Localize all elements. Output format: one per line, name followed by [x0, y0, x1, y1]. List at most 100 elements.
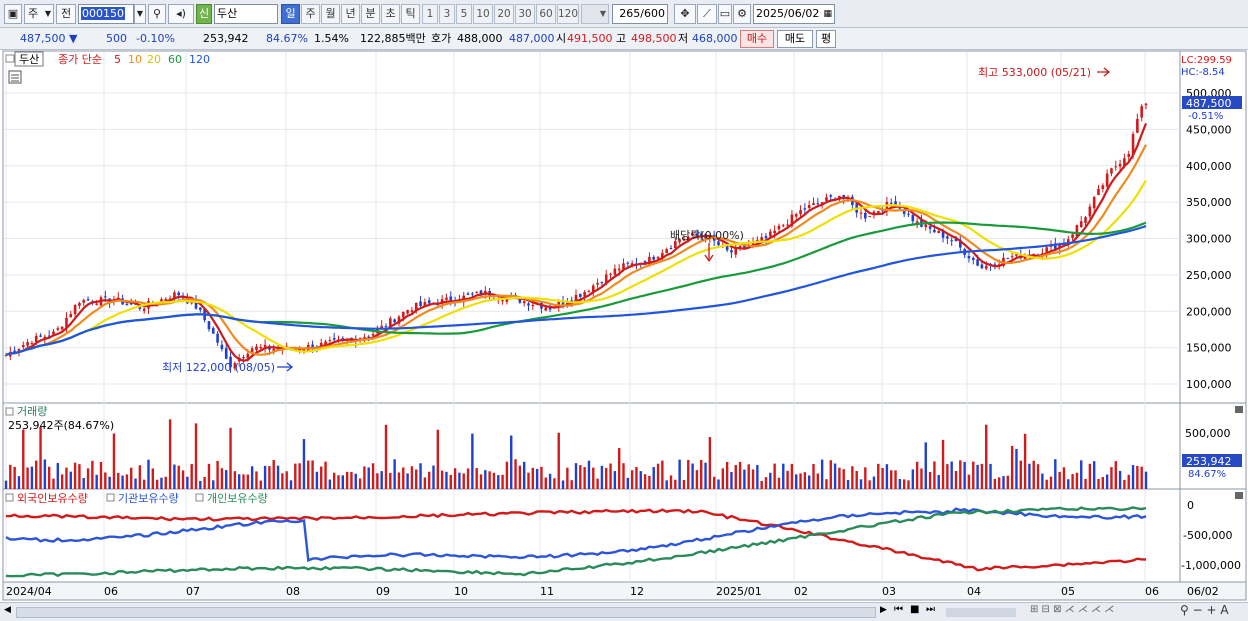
table-icon[interactable]: [8, 70, 22, 84]
window-menu-icon[interactable]: ▣: [4, 4, 22, 24]
name-tag-box: [14, 51, 44, 67]
volume-bar: [605, 467, 608, 489]
tab-week[interactable]: 주: [301, 4, 320, 24]
speaker-icon[interactable]: ◂): [168, 4, 194, 24]
volume-bar: [181, 470, 185, 489]
price-pane[interactable]: [2, 50, 1181, 404]
pane-menu-icon[interactable]: [5, 54, 15, 63]
stop-icon[interactable]: ■: [910, 604, 920, 615]
interval-30[interactable]: 30: [515, 4, 535, 24]
volume-bar: [1002, 476, 1005, 489]
buy-button[interactable]: 매수: [740, 30, 774, 48]
code-input[interactable]: 000150: [78, 4, 134, 24]
volume-last-pct: 84.67%: [1188, 469, 1226, 480]
volume-bar: [43, 459, 47, 489]
scroll-right-icon[interactable]: ▶: [880, 605, 887, 615]
candle-body: [78, 303, 81, 306]
candle-body: [440, 299, 444, 304]
search-icon[interactable]: ⚲: [148, 4, 166, 24]
crosshair-icon[interactable]: ✥: [674, 4, 696, 24]
interval-60[interactable]: 60: [536, 4, 556, 24]
volume-bar: [104, 472, 107, 489]
candle-body: [643, 261, 647, 265]
stock-chart[interactable]: 500,000 450,000 400,000 350,000 300,000 250,0…: [0, 50, 1248, 603]
pane-menu-icon[interactable]: [195, 493, 204, 502]
last-page-icon[interactable]: ⏭: [926, 604, 935, 615]
volume-bar: [458, 472, 461, 489]
volume-bar: [1080, 460, 1083, 489]
holding-lines: [5, 506, 1147, 578]
interval-custom-select[interactable]: ▼: [581, 4, 609, 24]
pane-menu-icon[interactable]: [5, 493, 14, 502]
candle-body: [363, 336, 366, 338]
candle-body: [173, 292, 176, 298]
volume-bar: [1110, 467, 1113, 489]
volume-pane[interactable]: [2, 402, 1181, 490]
tab-tick[interactable]: 틱: [401, 4, 420, 24]
tab-month[interactable]: 월: [321, 4, 340, 24]
pane-menu-icon[interactable]: [5, 407, 14, 416]
candle-body: [1136, 118, 1139, 133]
zoom-track[interactable]: [946, 608, 1016, 617]
volume-bar: [1131, 465, 1135, 489]
volume-bar: [937, 475, 940, 489]
candle-body: [246, 353, 250, 359]
search-zoom-icon[interactable]: ⚲ − + A: [1180, 603, 1229, 617]
stock-name-field[interactable]: 두산: [214, 4, 278, 24]
interval-10[interactable]: 10: [473, 4, 493, 24]
interval-1[interactable]: 1: [422, 4, 438, 24]
close-icon[interactable]: [1235, 492, 1243, 499]
tab-second[interactable]: 초: [381, 4, 400, 24]
date-field[interactable]: 2025/06/02 ▦: [753, 4, 835, 24]
candle-body: [622, 263, 625, 270]
volume-bar: [423, 477, 427, 489]
bid-label: 호가: [431, 32, 452, 45]
tab-day[interactable]: 일: [281, 4, 300, 24]
interval-120[interactable]: 120: [557, 4, 579, 24]
zoom-tools-icon[interactable]: ⊞ ⊟ ⊠ ⋌ ⋌ ⋌ ⋌: [1030, 604, 1115, 615]
candle-body: [1045, 247, 1048, 254]
interval-5[interactable]: 5: [456, 4, 472, 24]
quote-change: 500: [106, 32, 127, 45]
gear-icon[interactable]: ⚙: [733, 4, 751, 24]
price-tick-label: 400,000: [1186, 160, 1232, 173]
close-icon[interactable]: [1235, 406, 1243, 413]
candle-body: [946, 236, 949, 239]
period-kind-select[interactable]: 주 ▼: [24, 4, 54, 24]
volume-bar: [1105, 474, 1109, 489]
volume-bar: [630, 470, 634, 489]
volume-bar: [734, 465, 737, 489]
candle-body: [902, 210, 906, 214]
mode-button[interactable]: 전: [56, 4, 76, 24]
volume-bar: [302, 439, 306, 489]
volume-bar: [674, 479, 677, 489]
count-field[interactable]: 265/600: [612, 4, 668, 24]
volume-bar: [294, 463, 297, 489]
volume-bar: [617, 448, 621, 489]
first-page-icon[interactable]: ⏮: [894, 604, 903, 615]
volume-bar: [250, 466, 254, 489]
candle-body: [812, 203, 815, 206]
pane-menu-icon[interactable]: [106, 493, 115, 502]
eval-button[interactable]: 평: [816, 30, 836, 48]
scroll-track[interactable]: [16, 607, 876, 618]
sell-button[interactable]: 매도: [777, 30, 813, 48]
candle-body: [876, 210, 880, 214]
candle-body: [302, 349, 306, 352]
volume-bar: [777, 477, 781, 489]
scroll-left-icon[interactable]: ◀: [4, 605, 11, 615]
candle-body: [255, 346, 258, 351]
code-dropdown-icon[interactable]: ▼: [134, 4, 146, 24]
interval-20[interactable]: 20: [494, 4, 514, 24]
candle-body: [941, 230, 945, 238]
tab-minute[interactable]: 분: [361, 4, 380, 24]
interval-3[interactable]: 3: [439, 4, 455, 24]
save-icon[interactable]: ▭: [718, 4, 732, 24]
candle-body: [734, 247, 738, 255]
candle-body: [397, 316, 401, 324]
hc-label: HC:-8.54: [1181, 67, 1225, 78]
volume-bar: [721, 468, 725, 489]
draw-line-icon[interactable]: ⟋: [697, 4, 717, 24]
candle-body: [699, 233, 703, 236]
tab-year[interactable]: 년: [341, 4, 360, 24]
